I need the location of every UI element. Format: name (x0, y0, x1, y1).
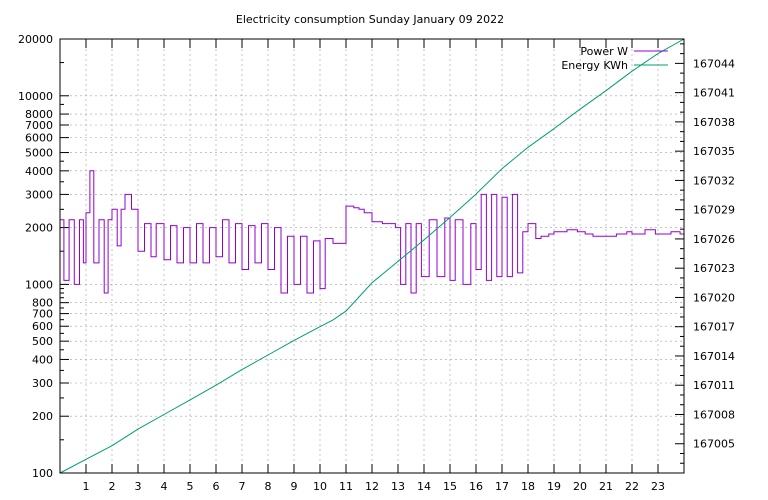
y-tick-label: 5000 (25, 147, 53, 160)
x-tick-label: 7 (239, 480, 246, 493)
y-tick-label: 200 (32, 410, 53, 423)
x-tick-label: 8 (265, 480, 272, 493)
legend: Power W Energy KWh (561, 45, 668, 72)
x-tick-label: 5 (187, 480, 194, 493)
y-tick-label: 500 (32, 335, 53, 348)
y2-tick-label: 167029 (693, 204, 735, 217)
y-tick-label: 400 (32, 353, 53, 366)
y2-tick-label: 167032 (693, 174, 735, 187)
legend-label-energy: Energy KWh (561, 59, 628, 72)
series-layer (59, 38, 685, 474)
x-tick-label: 16 (469, 480, 483, 493)
x-tick-label: 9 (291, 480, 298, 493)
y-tick-label: 300 (32, 377, 53, 390)
power-series-line (60, 170, 684, 294)
x-tick-label: 6 (213, 480, 220, 493)
x-tick-label: 19 (547, 480, 561, 493)
y2-tick-label: 167005 (693, 438, 735, 451)
plot-border (59, 38, 685, 474)
x-tick-label: 23 (651, 480, 665, 493)
x-tick-label: 2 (109, 480, 116, 493)
x-tick-label: 11 (339, 480, 353, 493)
y-tick-label: 3000 (25, 188, 53, 201)
x-tick-label: 3 (135, 480, 142, 493)
legend-entry-power: Power W (580, 45, 668, 58)
x-tick-label: 22 (625, 480, 639, 493)
legend-label-power: Power W (580, 45, 628, 58)
y2-tick-label: 167023 (693, 262, 735, 275)
y2-tick-label: 167038 (693, 116, 735, 129)
y2-tick-label: 167026 (693, 233, 735, 246)
x-tick-label: 1 (83, 480, 90, 493)
x-tick-label: 17 (495, 480, 509, 493)
y-tick-label: 6000 (25, 132, 53, 145)
y-tick-label: 100 (32, 467, 53, 480)
legend-entry-energy: Energy KWh (561, 59, 668, 72)
y-tick-label: 4000 (25, 165, 53, 178)
y-tick-label: 20000 (18, 33, 53, 46)
y-tick-label: 8000 (25, 108, 53, 121)
y2-tick-labels: 167005 167008 167011 167014 167017 167020 1670… (693, 57, 735, 450)
y-tick-label: 1000 (25, 278, 53, 291)
x-tick-label: 13 (391, 480, 405, 493)
y-tick-label: 700 (32, 308, 53, 321)
y-tick-label: 10000 (18, 90, 53, 103)
y2-tick-label: 167035 (693, 145, 735, 158)
grid (60, 39, 684, 473)
y2-tick-label: 167017 (693, 321, 735, 334)
x-tick-label: 18 (521, 480, 535, 493)
x-tick-label: 21 (599, 480, 613, 493)
y2-tick-label: 167041 (693, 87, 735, 100)
y-tick-label: 2000 (25, 222, 53, 235)
energy-series-line (59, 38, 685, 474)
x-tick-label: 12 (365, 480, 379, 493)
y-tick-label: 600 (32, 320, 53, 333)
y2-tick-label: 167014 (693, 350, 735, 363)
x-tick-label: 15 (443, 480, 457, 493)
y2-tick-label: 167020 (693, 291, 735, 304)
x-tick-label: 20 (573, 480, 587, 493)
y2-tick-label: 167008 (693, 408, 735, 421)
x-tick-labels: 1 2 3 4 5 6 7 8 9 10 11 12 13 14 15 16 17 18 19 20 21 22 23 (83, 480, 666, 493)
y-tick-label: 800 (32, 297, 53, 310)
chart-title: Electricity consumption Sunday January 0… (236, 13, 504, 26)
x-tick-label: 4 (161, 480, 168, 493)
x-tick-label: 10 (313, 480, 327, 493)
y2-tick-label: 167044 (693, 57, 735, 70)
x-tick-label: 14 (417, 480, 431, 493)
y2-tick-label: 167011 (693, 379, 735, 392)
y-tick-label: 7000 (25, 119, 53, 132)
